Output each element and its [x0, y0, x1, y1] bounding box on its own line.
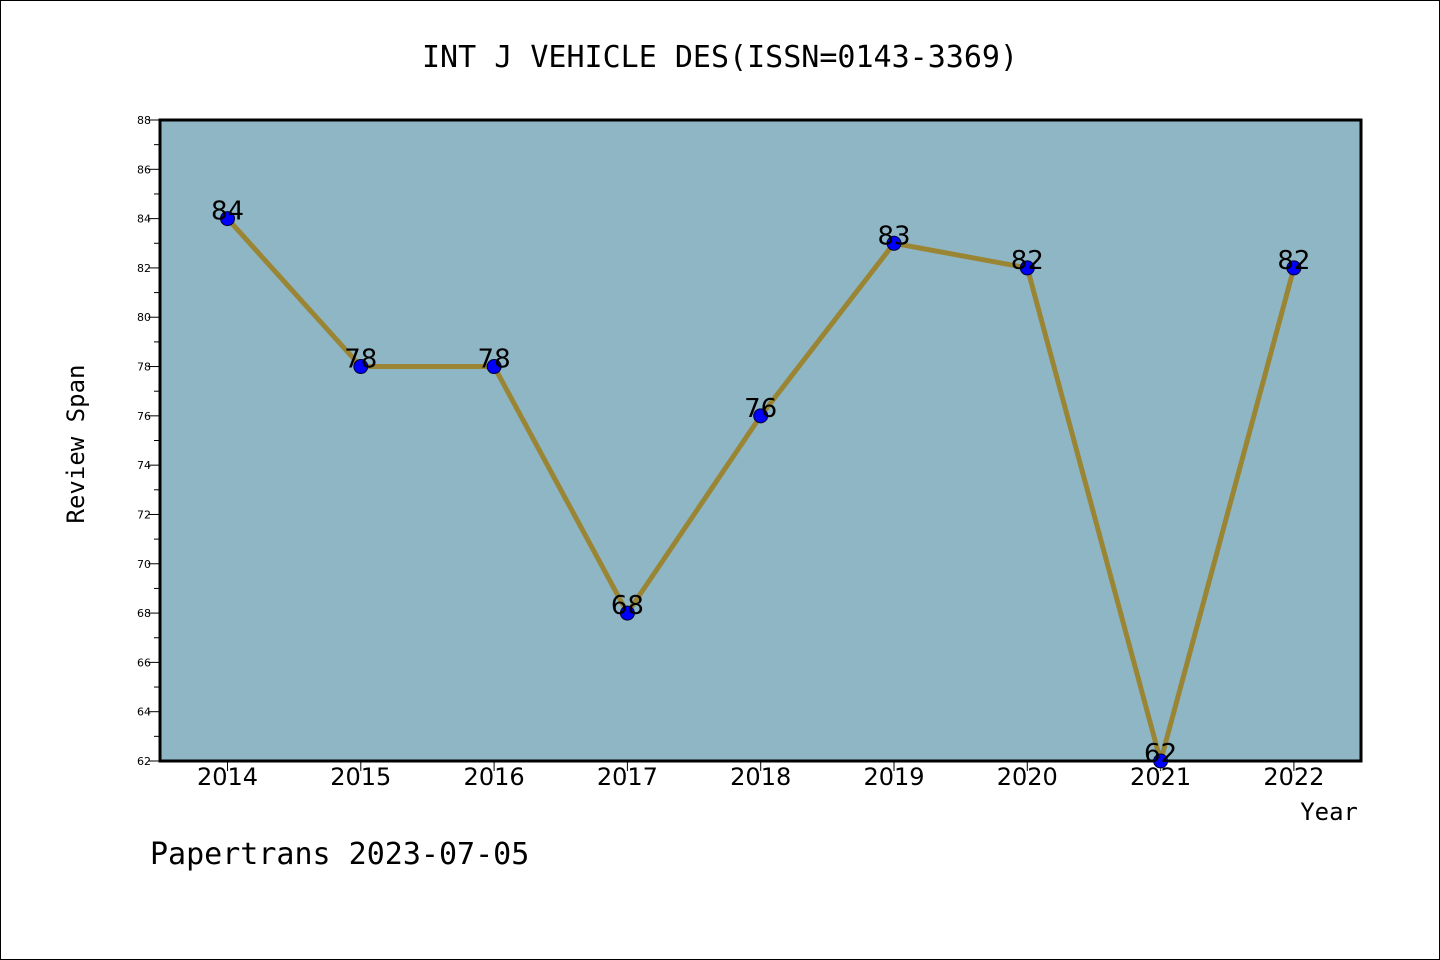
x-axis-label: Year — [1300, 798, 1358, 826]
x-tick-label: 2016 — [464, 763, 525, 791]
y-tick-label: 82 — [137, 262, 151, 275]
data-point-2014 — [220, 211, 235, 227]
data-label-2018: 76 — [744, 394, 777, 424]
y-tick-label: 74 — [137, 459, 151, 472]
x-tick-label: 2014 — [197, 763, 258, 791]
data-point-2015 — [353, 359, 369, 375]
y-tick-label: 86 — [137, 163, 151, 176]
x-tick-label: 2015 — [330, 763, 391, 791]
data-label-2022: 82 — [1277, 246, 1310, 276]
chart-title: INT J VEHICLE DES(ISSN=0143-3369) — [422, 40, 1018, 75]
y-tick-label: 88 — [137, 114, 151, 127]
y-tick-label: 72 — [137, 508, 151, 521]
data-label-2021: 62 — [1144, 739, 1177, 769]
series-review-span — [220, 211, 1302, 771]
data-label-2019: 83 — [877, 221, 910, 251]
x-tick-label: 2017 — [597, 763, 658, 791]
data-point-2016 — [486, 359, 502, 375]
footer-text: Papertrans 2023-07-05 — [150, 837, 529, 872]
y-tick-label: 66 — [137, 656, 151, 669]
y-tick-label: 70 — [137, 558, 151, 571]
x-axis: 2014 2015 2016 2017 2018 2019 2020 2021 2022 — [197, 761, 1324, 791]
data-point-2017 — [619, 605, 635, 621]
data-point-2021 — [1153, 753, 1169, 769]
data-label-2015: 78 — [344, 345, 377, 375]
y-tick-label: 62 — [137, 755, 151, 768]
y-tick-label: 80 — [137, 311, 151, 324]
data-point-2022 — [1286, 260, 1302, 276]
data-label-2020: 82 — [1011, 246, 1044, 276]
y-tick-label: 76 — [137, 410, 151, 423]
y-tick-label: 84 — [137, 213, 151, 226]
x-tick-label: 2022 — [1263, 763, 1324, 791]
data-label-2016: 78 — [478, 345, 511, 375]
y-axis-label: Review Span — [62, 365, 90, 524]
x-tick-label: 2020 — [997, 763, 1058, 791]
x-tick-label: 2018 — [730, 763, 791, 791]
data-point-2018 — [753, 408, 769, 424]
x-tick-label: 2019 — [863, 763, 924, 791]
y-axis: 62 64 66 68 70 72 74 76 78 80 82 84 86 88 — [137, 114, 160, 768]
y-tick-label: 78 — [137, 361, 151, 374]
plot-area — [158, 118, 1363, 763]
data-label-2017: 68 — [611, 591, 644, 621]
data-labels: 84 78 78 68 76 83 82 62 82 — [211, 197, 1310, 769]
y-tick-label: 64 — [137, 706, 151, 719]
data-point-2020 — [1019, 260, 1035, 276]
y-tick-label: 68 — [137, 607, 151, 620]
data-point-2019 — [886, 235, 902, 251]
data-label-2014: 84 — [211, 197, 244, 227]
